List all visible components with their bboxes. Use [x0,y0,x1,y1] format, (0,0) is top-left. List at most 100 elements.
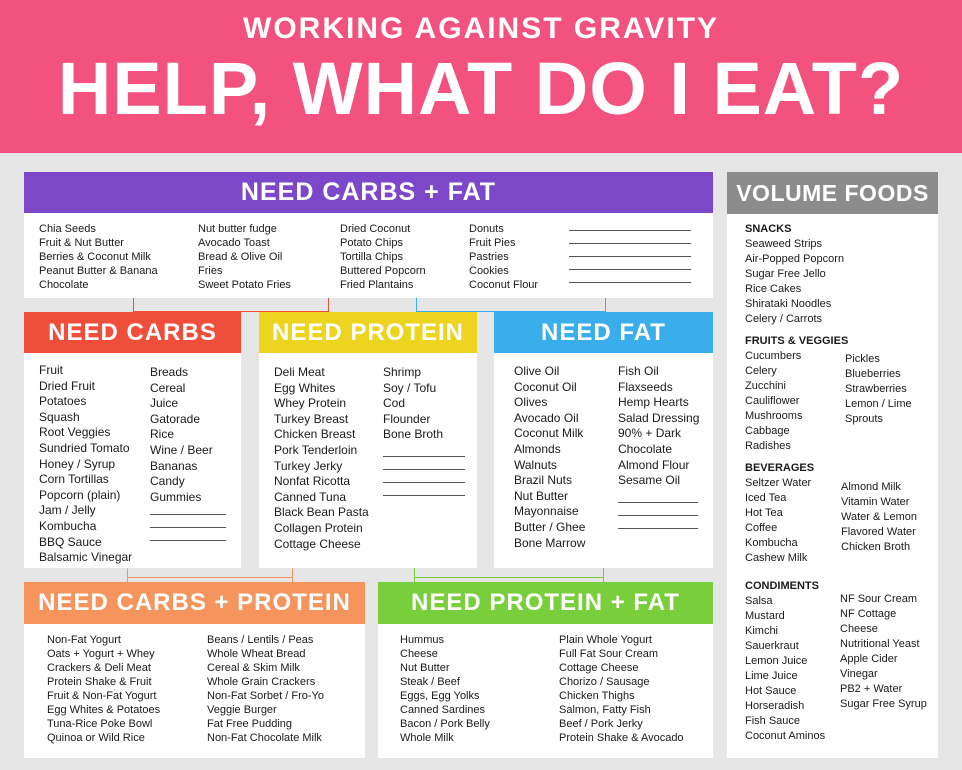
connector-protein-fat [414,568,604,582]
protein-header: NEED PROTEIN [259,312,477,353]
list-item: Celery [745,365,777,377]
list-item: Cereal [150,380,186,395]
blank-line [383,456,465,457]
list-item: Blueberries [845,368,901,380]
list-item: NF Sour Cream [840,593,918,605]
beverages-col-2: Almond Milk Vitamin Water Water & Lemon Fla… [841,480,917,555]
list-item: Cauliflower [745,395,800,407]
list-item: Flounder [383,411,431,426]
list-item: Lemon / Lime [845,398,912,410]
list-item: Egg Whites [274,380,336,395]
list-item: Buttered Popcorn [340,265,426,277]
list-item: Egg Whites & Potatoes [47,704,161,716]
blank-line [569,282,691,283]
list-item: Walnuts [514,457,557,472]
list-item: Strawberries [845,383,907,395]
carbs-protein-header: NEED CARBS + PROTEIN [24,582,365,624]
list-item: Rice [150,427,175,442]
list-item: Canned Tuna [274,489,347,504]
list-item: Water & Lemon [841,511,918,523]
list-item: Lime Juice [745,670,798,682]
list-item: Canned Sardines [400,704,486,716]
list-item: Butter / Ghee [514,519,586,534]
connector-protein-fat-mid [414,577,604,578]
carbs-card: NEED CARBS Fruit Dried Fruit Potatoes Squas… [24,312,241,568]
list-item: Sesame Oil [618,473,681,488]
list-item: Cod [383,396,406,411]
beverages-heading: BEVERAGES [745,462,815,474]
list-item: Tuna-Rice Poke Bowl [47,718,153,730]
carbs-protein-col-1: Non-Fat Yogurt Oats + Yogurt + Whey Cracke… [47,633,160,745]
connector-carbs [133,298,329,312]
list-item: Chicken Thighs [559,690,635,702]
list-item: Bone Marrow [514,535,586,550]
blank-line [618,515,698,516]
fat-blank-lines [618,490,698,529]
list-item: Whey Protein [274,396,347,411]
list-item: Bacon / Pork Belly [400,718,490,730]
hero-title: HELP, WHAT DO I EAT? [57,47,905,130]
protein-card: NEED PROTEIN Deli Meat Egg Whites Whey Pro… [259,312,477,568]
fruits-veggies-heading: FRUITS & VEGGIES [745,335,849,347]
list-item: Collagen Protein [274,520,363,535]
list-item: Cereal & Skim Milk [207,662,300,674]
list-item: Pickles [845,353,880,365]
list-item: Peanut Butter & Banana [39,265,158,277]
list-item: Sugar Free Jello [745,268,826,280]
protein-fat-header: NEED PROTEIN + FAT [378,582,713,624]
list-item: Squash [39,409,80,424]
list-item: Chocolate [39,279,89,291]
list-item: Shrimp [383,365,422,379]
carbs-fat-col-2: Nut butter fudge Avocado Toast Bread & Oli… [198,222,291,292]
list-item: Sprouts [845,413,883,425]
list-item: Cookies [469,265,509,277]
list-item: Avocado Oil [514,410,579,425]
list-item: Air-Popped Popcorn [745,253,845,265]
list-item: NF Cottage [840,608,897,620]
list-item: Brazil Nuts [514,473,573,488]
list-item: Whole Milk [400,732,454,744]
carbs-fat-col-4: Donuts Fruit Pies Pastries Cookies Coconut F… [469,222,538,292]
carbs-protein-card: NEED CARBS + PROTEIN Non-Fat Yogurt Oats … [24,582,365,758]
list-item: Plain Whole Yogurt [559,634,652,646]
fruits-veggies-col-2: Pickles Blueberries Strawberries Lemon / Li… [845,352,912,427]
list-item: Chicken Breast [274,427,356,442]
list-item: Radishes [745,440,791,452]
list-item: Protein Shake & Fruit [47,676,152,688]
list-item: Celery / Carrots [745,313,823,325]
list-item: Potato Chips [340,237,403,249]
list-item: Hemp Hearts [618,395,689,410]
connector-carbs-protein-mid [127,577,293,578]
list-item: Nut butter fudge [198,223,277,235]
hero-subtitle: WORKING AGAINST GRAVITY [243,12,719,45]
list-item: Non-Fat Yogurt [47,634,121,646]
carbs-fat-blank-lines [569,220,691,283]
list-item: Beans / Lentils / Peas [207,634,314,646]
carbs-header: NEED CARBS [24,312,241,353]
list-item: Cabbage [745,425,790,437]
list-item: Flavored Water [841,526,916,538]
list-item: Non-Fat Chocolate Milk [207,732,322,744]
fat-header: NEED FAT [494,312,713,353]
list-item: Chocolate [618,441,673,456]
list-item: Donuts [469,223,504,235]
list-item: Full Fat Sour Cream [559,648,659,660]
volume-foods-header: VOLUME FOODS [727,172,938,214]
list-item: Salad Dressing [618,410,700,425]
list-item: Shirataki Noodles [745,298,832,310]
list-item: Whole Grain Crackers [207,676,316,688]
list-item: Fried Plantains [340,279,414,291]
connector-carbs-protein [127,568,293,582]
blank-line [150,527,226,528]
list-item: Chorizo / Sausage [559,676,650,688]
list-item: Sauerkraut [745,640,799,652]
list-item: Balsamic Vinegar [39,550,133,565]
list-item: Salmon, Fatty Fish [559,704,651,716]
list-item: Fruit & Non-Fat Yogurt [47,690,157,702]
list-item: Mustard [745,610,785,622]
list-item: Pastries [469,251,509,263]
list-item: Chicken Broth [841,541,911,553]
list-item: Fat Free Pudding [207,718,292,730]
blank-line [569,230,691,231]
list-item: 90% + Dark [618,426,682,441]
